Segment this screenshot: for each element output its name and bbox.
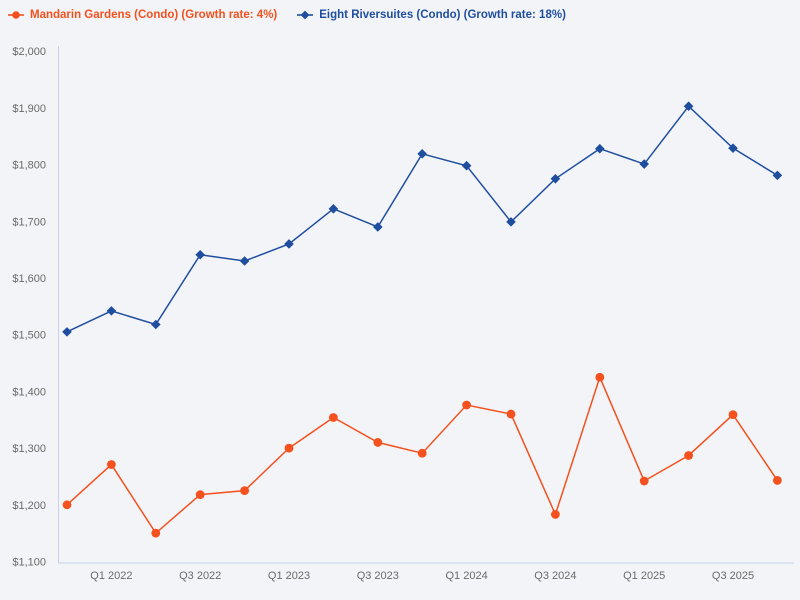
data-point-mandarin-gardens-condo[interactable]: [284, 443, 294, 453]
diamond-marker-icon: [297, 10, 314, 20]
series-line-eight-riversuites-condo: [66, 105, 778, 333]
y-axis-tick-label: $1,500: [12, 330, 46, 342]
data-point-eight-riversuites-condo[interactable]: [195, 249, 205, 260]
data-point-eight-riversuites-condo[interactable]: [151, 319, 161, 330]
data-point-mandarin-gardens-condo[interactable]: [107, 460, 116, 469]
y-axis-tick-label: $1,800: [12, 160, 46, 172]
legend-label-mandarin-gardens: Mandarin Gardens (Condo) (Growth rate: 4…: [30, 9, 278, 21]
x-axis-tick-label: Q1 2023: [268, 570, 310, 582]
data-point-eight-riversuites-condo[interactable]: [373, 222, 383, 232]
data-point-eight-riversuites-condo[interactable]: [772, 170, 783, 181]
y-axis-tick-label: $1,400: [12, 386, 46, 398]
legend-label-eight-riversuites: Eight Riversuites (Condo) (Growth rate: …: [319, 9, 566, 21]
data-point-mandarin-gardens-condo[interactable]: [373, 438, 383, 447]
data-point-eight-riversuites-condo[interactable]: [550, 173, 561, 184]
data-point-mandarin-gardens-condo[interactable]: [595, 372, 605, 382]
data-point-eight-riversuites-condo[interactable]: [728, 143, 738, 153]
data-point-mandarin-gardens-condo[interactable]: [639, 476, 649, 486]
data-point-eight-riversuites-condo[interactable]: [683, 101, 694, 111]
data-point-mandarin-gardens-condo[interactable]: [329, 413, 338, 422]
data-point-eight-riversuites-condo[interactable]: [417, 149, 427, 159]
circle-marker-icon: [8, 11, 24, 19]
data-point-eight-riversuites-condo[interactable]: [62, 327, 72, 337]
data-point-eight-riversuites-condo[interactable]: [461, 160, 472, 171]
y-axis-tick-label: $1,700: [12, 216, 46, 228]
y-axis-tick-label: $1,900: [12, 103, 46, 115]
data-point-eight-riversuites-condo[interactable]: [284, 239, 294, 249]
data-point-eight-riversuites-condo[interactable]: [595, 143, 605, 154]
data-point-eight-riversuites-condo[interactable]: [506, 217, 516, 227]
x-axis-tick-label: Q1 2022: [90, 570, 132, 582]
data-point-mandarin-gardens-condo[interactable]: [728, 410, 738, 420]
data-point-eight-riversuites-condo[interactable]: [639, 159, 649, 169]
data-point-mandarin-gardens-condo[interactable]: [151, 528, 161, 538]
chart-legend: Mandarin Gardens (Condo) (Growth rate: 4…: [8, 9, 566, 21]
x-axis-tick-label: Q1 2025: [623, 570, 665, 582]
x-axis-tick-label: Q3 2022: [179, 570, 221, 582]
y-axis-tick-label: $1,300: [12, 443, 46, 455]
x-axis-tick-label: Q3 2024: [534, 570, 576, 582]
y-axis-tick-label: $1,100: [12, 557, 46, 569]
x-axis-tick-label: Q1 2024: [445, 570, 487, 582]
x-axis-tick-label: Q3 2025: [712, 570, 754, 582]
data-point-mandarin-gardens-condo[interactable]: [551, 510, 560, 519]
data-point-mandarin-gardens-condo[interactable]: [195, 490, 205, 499]
data-point-eight-riversuites-condo[interactable]: [239, 256, 250, 266]
axis-lines: [58, 46, 794, 564]
data-point-mandarin-gardens-condo[interactable]: [684, 451, 693, 460]
data-point-mandarin-gardens-condo[interactable]: [240, 486, 250, 496]
legend-item-eight-riversuites[interactable]: Eight Riversuites (Condo) (Growth rate: …: [297, 9, 566, 21]
data-point-mandarin-gardens-condo[interactable]: [506, 409, 516, 419]
data-point-eight-riversuites-condo[interactable]: [328, 204, 339, 214]
y-axis-tick-label: $1,600: [12, 273, 46, 285]
legend-item-mandarin-gardens[interactable]: Mandarin Gardens (Condo) (Growth rate: 4…: [8, 9, 277, 21]
y-axis-tick-label: $2,000: [12, 46, 46, 58]
data-point-eight-riversuites-condo[interactable]: [106, 306, 117, 316]
data-point-mandarin-gardens-condo[interactable]: [773, 476, 782, 485]
data-point-mandarin-gardens-condo[interactable]: [462, 400, 471, 410]
x-axis-tick-label: Q3 2023: [357, 570, 399, 582]
y-axis-tick-label: $1,200: [12, 500, 46, 512]
data-point-mandarin-gardens-condo[interactable]: [62, 500, 72, 510]
data-point-mandarin-gardens-condo[interactable]: [417, 448, 427, 458]
